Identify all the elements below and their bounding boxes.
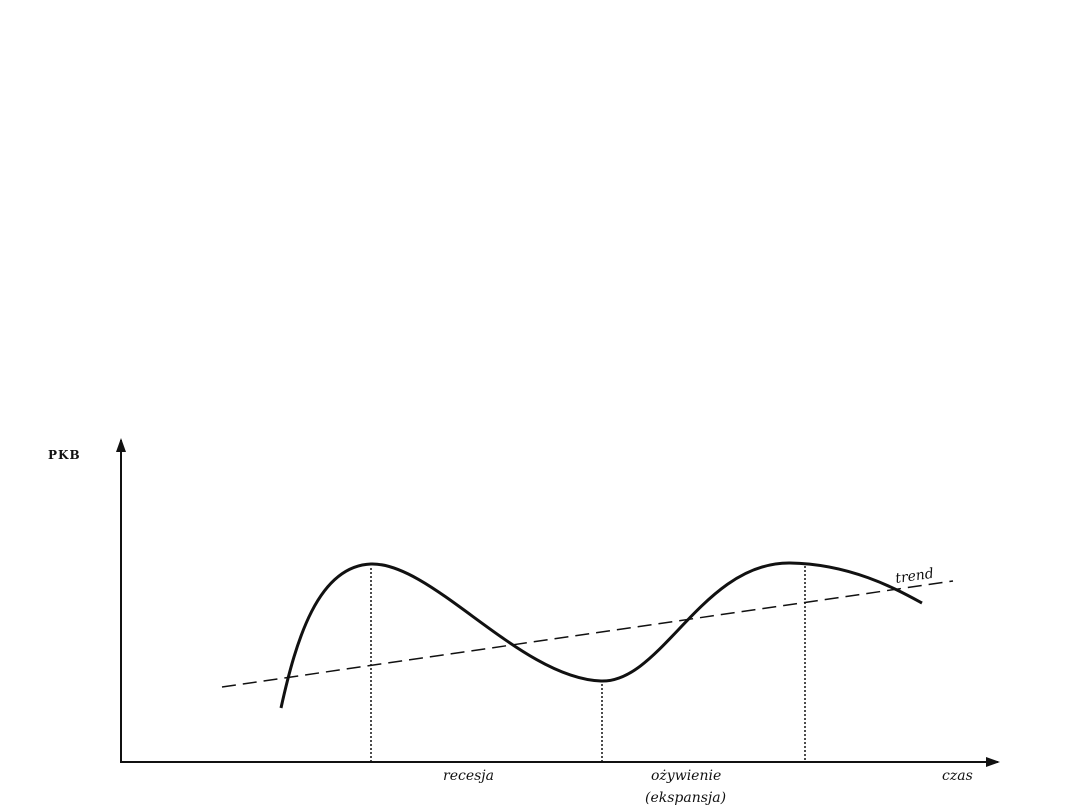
x-axis-label: czas	[942, 768, 973, 784]
trend-label: trend	[894, 566, 934, 587]
business-cycle-curve	[279, 561, 923, 709]
recovery-label-sub: (ekspansja)	[645, 790, 726, 806]
y-axis-label: PKB	[48, 448, 81, 462]
trend-line	[221, 580, 954, 688]
recession-label: recesja	[443, 768, 494, 784]
recovery-label: ożywienie	[651, 768, 721, 784]
